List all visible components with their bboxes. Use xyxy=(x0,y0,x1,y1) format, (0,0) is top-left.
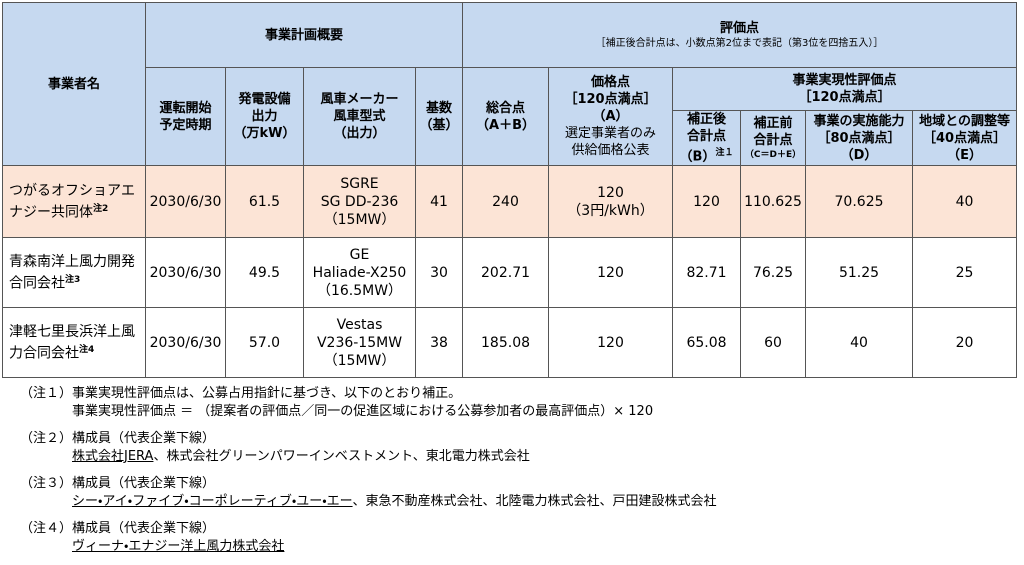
note-text: 構成員（代表企業下線） xyxy=(72,521,216,536)
header-row: 運転開始 予定時期 発電設備 出力 （万kW） 風車メーカー 風車型式 （出力）… xyxy=(3,66,1018,167)
cell-total: 202.71 xyxy=(462,237,550,309)
cell-corrected: 65.08 xyxy=(672,307,742,379)
representative-company: 株式会社JERA xyxy=(72,449,154,464)
operator-name: 青森南洋上風力開発合同会社 xyxy=(9,254,135,292)
header-cell: 事業計画概要 xyxy=(144,2,464,68)
cell-turbine: GE Haliade-X250 （16.5MW） xyxy=(303,237,416,309)
cell-coordination: 40 xyxy=(912,165,1018,239)
cell-uncorrected: 76.25 xyxy=(740,237,807,309)
note-ref: 注3 xyxy=(65,275,81,285)
cell-price: 120 xyxy=(548,307,674,379)
cell-corrected: 82.71 xyxy=(672,237,742,309)
cell-units: 38 xyxy=(414,307,464,379)
header-cell: 風車メーカー 風車型式 （出力） xyxy=(303,66,416,167)
cell-start: 2030/6/30 xyxy=(145,165,226,239)
table-body: つがるオフショアエナジー共同体注2 2030/6/30 61.5 SGRE SG DD… xyxy=(2,165,1018,379)
header-cell: 補正前 合計点 （C＝D＋E） xyxy=(740,109,807,167)
header-cell: 事業実現性評価点 ［120点満点］ xyxy=(672,67,1018,111)
table-header: 事業者名 事業計画概要 評価点 ［補正後合計点は、小数点第2位まで表記（第3位を四… xyxy=(2,1,1018,167)
member-companies: 、株式会社グリーンパワーインベストメント、東北電力株式会社 xyxy=(153,449,530,464)
header-text: 価格点 ［120点満点］ （A） xyxy=(564,75,657,125)
cell-total: 185.08 xyxy=(462,307,550,379)
note-text: 構成員（代表企業下線） xyxy=(72,431,216,446)
operator-cell: つがるオフショアエナジー共同体注2 xyxy=(2,165,146,239)
note-formula: 事業実現性評価点 ＝ （提案者の評価点／同一の促進区域における公募参加者の最高評… xyxy=(72,404,654,419)
header-note: 選定事業者のみ 供給価格公表 xyxy=(565,126,657,159)
table-row: 津軽七里長浜洋上風力合同会社注4 2030/6/30 57.0 Vestas V236… xyxy=(2,307,1018,379)
cell-capability: 70.625 xyxy=(805,165,914,239)
header-cell: 発電設備 出力 （万kW） xyxy=(225,66,304,167)
cell-capacity: 49.5 xyxy=(225,237,304,309)
cell-coordination: 20 xyxy=(912,307,1018,379)
cell-units: 30 xyxy=(414,237,464,309)
header-cell: 運転開始 予定時期 xyxy=(145,66,226,167)
member-companies: 、東急不動産株式会社、北陸電力株式会社、戸田建設株式会社 xyxy=(352,494,717,509)
header-text: 補正後 合計点 （B） xyxy=(679,112,727,165)
cell-price: 120 xyxy=(548,237,674,309)
note-label: （注２） xyxy=(20,431,73,446)
note-line: 株式会社JERA、株式会社グリーンパワーインベストメント、東北電力株式会社 xyxy=(20,448,717,466)
header-row: 事業者名 事業計画概要 評価点 ［補正後合計点は、小数点第2位まで表記（第3位を四… xyxy=(2,1,1018,167)
cell-capability: 51.25 xyxy=(805,237,914,309)
evaluation-table: 事業者名 事業計画概要 評価点 ［補正後合計点は、小数点第2位まで表記（第3位を四… xyxy=(2,1,1018,379)
cell-price: 120 （3円/kWh） xyxy=(548,165,674,239)
operator-cell: 青森南洋上風力開発合同会社注3 xyxy=(2,237,146,309)
table-row: 青森南洋上風力開発合同会社注3 2030/6/30 49.5 GE Haliade-X… xyxy=(2,237,1018,309)
cell-units: 41 xyxy=(414,165,464,239)
note-ref: 注１ xyxy=(715,148,734,158)
note: （注４）構成員（代表企業下線） ヴィーナ・エナジー洋上風力株式会社 xyxy=(20,520,717,556)
cell-corrected: 120 xyxy=(672,165,742,239)
notes: （注１）事業実現性評価点は、公募占用指針に基づき、以下のとおり補正。事業実現性評… xyxy=(20,385,717,565)
note-label: （注３） xyxy=(20,476,73,491)
note: （注３）構成員（代表企業下線） シー・アイ・ファイブ・コーポレーティブ・ユー・エー… xyxy=(20,475,717,511)
header-text: 補正前 合計点 xyxy=(753,116,793,149)
note-text: 構成員（代表企業下線） xyxy=(72,476,216,491)
operator-cell: 津軽七里長浜洋上風力合同会社注4 xyxy=(2,307,146,379)
header-note: ［補正後合計点は、小数点第2位まで表記（第3位を四捨五入）］ xyxy=(595,38,884,49)
cell-capability: 40 xyxy=(805,307,914,379)
note-ref: 注4 xyxy=(79,345,95,355)
cell-capacity: 57.0 xyxy=(225,307,304,379)
header-formula: （C＝D＋E） xyxy=(744,150,802,161)
cell-total: 240 xyxy=(462,165,550,239)
note-ref: 注2 xyxy=(93,204,109,214)
header-row: 補正後 合計点 （B）注１ 補正前 合計点 （C＝D＋E） 事業の実施能力 ［80… xyxy=(3,109,1018,167)
header-cell: 総合点 （A＋B） xyxy=(462,66,550,167)
cell-uncorrected: 110.625 xyxy=(740,165,807,239)
note-label: （注１） xyxy=(20,386,73,401)
note: （注１）事業実現性評価点は、公募占用指針に基づき、以下のとおり補正。事業実現性評… xyxy=(20,385,717,421)
header-cell: 事業の実施能力 ［80点満点］ （D） xyxy=(805,109,914,167)
note-label: （注４） xyxy=(20,521,73,536)
note-line: シー・アイ・ファイブ・コーポレーティブ・ユー・エー、東急不動産株式会社、北陸電力… xyxy=(20,493,717,511)
representative-company: シー・アイ・ファイブ・コーポレーティブ・ユー・エー xyxy=(72,494,353,509)
header-cell: 価格点 ［120点満点］ （A） 選定事業者のみ 供給価格公表 xyxy=(548,66,674,167)
note-text: 事業実現性評価点は、公募占用指針に基づき、以下のとおり補正。 xyxy=(72,386,462,401)
operator-name: つがるオフショアエナジー共同体 xyxy=(9,183,135,221)
note-line: ヴィーナ・エナジー洋上風力株式会社 xyxy=(20,538,717,556)
cell-uncorrected: 60 xyxy=(740,307,807,379)
representative-company: ヴィーナ・エナジー洋上風力株式会社 xyxy=(72,539,285,554)
cell-turbine: SGRE SG DD-236 （15MW） xyxy=(303,165,416,239)
cell-coordination: 25 xyxy=(912,237,1018,309)
table-row: つがるオフショアエナジー共同体注2 2030/6/30 61.5 SGRE SG DD… xyxy=(2,165,1018,239)
cell-turbine: Vestas V236-15MW （15MW） xyxy=(303,307,416,379)
header-cell: 補正後 合計点 （B）注１ xyxy=(672,109,742,167)
cell-capacity: 61.5 xyxy=(225,165,304,239)
header-cell: 基数 （基） xyxy=(414,66,464,167)
header-text: 評価点 xyxy=(720,21,760,36)
header-cell: 評価点 ［補正後合計点は、小数点第2位まで表記（第3位を四捨五入）］ xyxy=(462,2,1018,68)
operator-name: 津軽七里長浜洋上風力合同会社 xyxy=(9,324,135,362)
note-line: 事業実現性評価点 ＝ （提案者の評価点／同一の促進区域における公募参加者の最高評… xyxy=(20,403,717,421)
cell-start: 2030/6/30 xyxy=(145,237,226,309)
header-cell: 事業者名 xyxy=(2,1,146,167)
cell-start: 2030/6/30 xyxy=(145,307,226,379)
note: （注２）構成員（代表企業下線） 株式会社JERA、株式会社グリーンパワーインベスト… xyxy=(20,430,717,466)
header-cell: 地域との調整等 ［40点満点］ （E） xyxy=(912,109,1018,167)
